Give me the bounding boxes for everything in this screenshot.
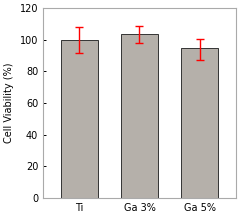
Y-axis label: Cell Viability (%): Cell Viability (%) bbox=[4, 63, 14, 143]
Bar bbox=[60, 40, 98, 198]
Bar bbox=[181, 48, 218, 198]
Bar bbox=[121, 34, 158, 198]
